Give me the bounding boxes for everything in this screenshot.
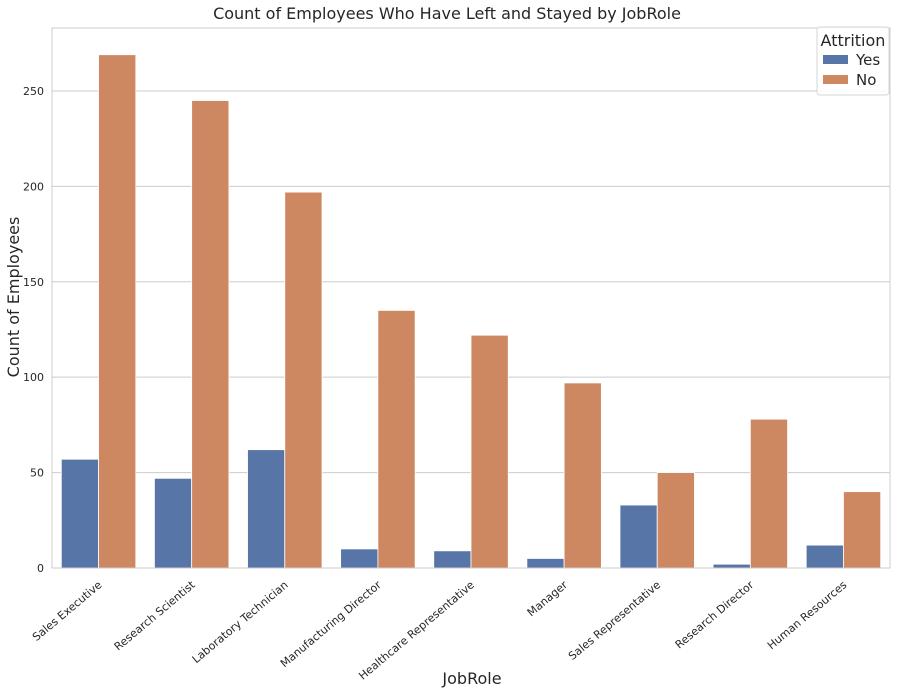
x-axis-ticks: Sales Executive Research ScientistLaborat… (30, 578, 850, 683)
bar-no-8 (843, 491, 882, 569)
x-tick-label: Human Resources (765, 578, 850, 652)
legend-label-yes: Yes (855, 51, 880, 69)
bar-no-2 (284, 191, 323, 569)
bar-yes-6 (619, 504, 658, 569)
y-tick-label: 150 (23, 276, 44, 289)
legend-label-no: No (856, 71, 876, 89)
bar-no-3 (377, 310, 416, 569)
bar-yes-2 (247, 449, 286, 569)
y-axis-ticks: 0 50 100 150 200 250 (23, 85, 44, 575)
bar-no-1 (191, 100, 230, 569)
x-tick-label: Research Director (673, 578, 757, 651)
x-tick-label: Manager (525, 578, 571, 619)
bar-yes-3 (340, 548, 379, 569)
y-axis-label: Count of Employees (4, 217, 23, 378)
y-tick-label: 200 (23, 180, 44, 193)
bar-no-5 (563, 382, 602, 569)
bar-yes-1 (154, 477, 193, 569)
legend-swatch-no (823, 75, 848, 84)
y-tick-label: 250 (23, 85, 44, 98)
legend-title: Attrition (821, 31, 886, 50)
plot-frame (51, 27, 891, 569)
x-tick-label: Research Scientist (112, 578, 198, 653)
x-tick-label: Sales Executive (30, 578, 105, 644)
x-tick-label: Manufacturing Director (278, 578, 384, 670)
bar-yes-7 (712, 563, 751, 569)
y-tick-label: 100 (23, 371, 44, 384)
x-tick-label: Laboratory Technician (190, 578, 291, 666)
bar-no-0 (98, 54, 137, 569)
bars (60, 54, 882, 569)
x-tick-label: Sales Representative (566, 578, 663, 663)
legend: Attrition Yes No (816, 26, 890, 96)
bar-yes-8 (805, 544, 844, 569)
bar-yes-4 (433, 550, 472, 569)
legend-swatch-yes (823, 55, 848, 64)
plot-border (51, 27, 891, 569)
y-tick-label: 0 (37, 562, 44, 575)
bar-no-7 (749, 418, 788, 569)
bar-no-6 (656, 472, 695, 569)
x-axis-label: JobRole (441, 669, 501, 688)
chart-title: Count of Employees Who Have Left and Sta… (213, 4, 681, 23)
bar-yes-5 (526, 558, 565, 569)
bar-no-4 (470, 334, 509, 569)
y-tick-label: 50 (30, 467, 44, 480)
bar-yes-0 (60, 458, 99, 569)
